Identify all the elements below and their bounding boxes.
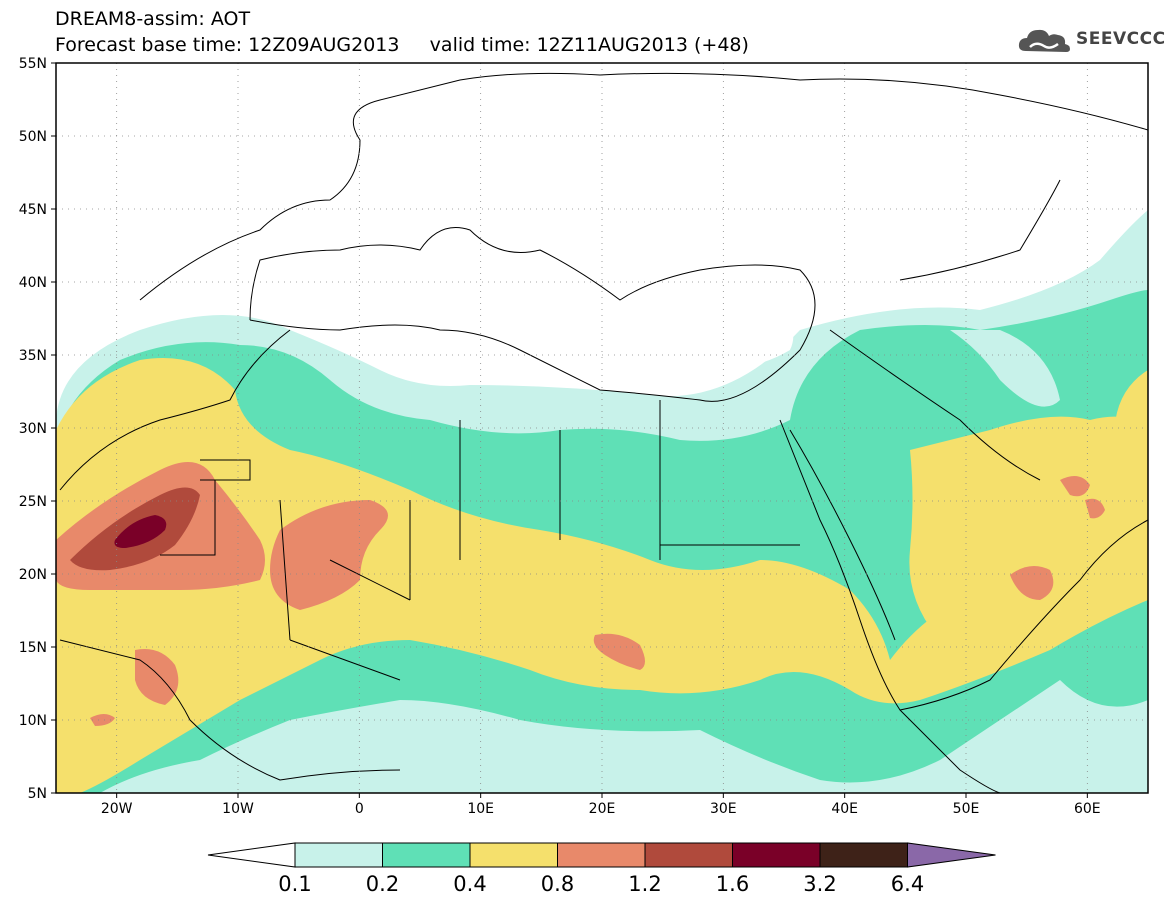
aot-0.8-region-coast <box>90 714 115 726</box>
colorbar-label: 0.1 <box>278 872 312 896</box>
colorbar-swatch <box>819 842 908 868</box>
colorbar-label: 1.6 <box>715 872 750 896</box>
aot-0.8-region-chad <box>593 633 645 670</box>
colorbar-swatch <box>557 842 646 868</box>
longitude-tick-label: 10E <box>467 801 494 817</box>
forecast-time-subtitle: Forecast base time: 12Z09AUG2013 valid t… <box>55 34 749 56</box>
aot-0.8-region-west <box>135 649 179 705</box>
aot-0.8-region-gulf <box>1060 476 1090 497</box>
aot-0.8-region-central <box>270 500 388 610</box>
colorbar-label: 6.4 <box>890 872 925 896</box>
aot-0.8-region-oman <box>1010 566 1054 600</box>
colorbar-max-extension <box>907 842 996 868</box>
colorbar-swatch <box>294 842 383 868</box>
aot-0.4-region-arabia <box>909 416 1148 640</box>
colorbar-min-extension <box>207 842 296 868</box>
colorbar-swatch <box>732 842 821 868</box>
colorbar-swatch <box>644 842 733 868</box>
latitude-tick-label: 40N <box>19 275 47 291</box>
longitude-tick-label: 20W <box>101 801 133 817</box>
longitude-tick-label: 60E <box>1074 801 1101 817</box>
latitude-tick-label: 50N <box>19 129 47 145</box>
colorbar-label: 0.8 <box>540 872 575 896</box>
latitude-tick-label: 45N <box>19 202 47 218</box>
colorbar-label: 3.2 <box>803 872 837 896</box>
latitude-tick-label: 5N <box>28 786 47 802</box>
graticule <box>56 63 1148 793</box>
longitude-tick-label: 0 <box>355 801 364 817</box>
longitude-tick-label: 10W <box>222 801 254 817</box>
longitude-tick-label: 40E <box>831 801 858 817</box>
aot-1.6-region <box>114 515 167 548</box>
latitude-labels: 5N 10N 15N 20N 25N 30N 35N 40N 45N 50N 55N <box>19 56 56 802</box>
logo-text: SEEVCCC <box>1076 29 1165 49</box>
longitude-tick-label: 30E <box>710 801 737 817</box>
seevccc-logo: SEEVCCC <box>1018 25 1165 55</box>
latitude-tick-label: 25N <box>19 494 47 510</box>
longitude-tick-label: 50E <box>953 801 980 817</box>
latitude-tick-label: 35N <box>19 348 47 364</box>
latitude-tick-label: 55N <box>19 56 47 72</box>
coastlines <box>59 72 1148 793</box>
latitude-tick-label: 30N <box>19 421 47 437</box>
cloud-icon <box>1018 29 1070 52</box>
map-title: DREAM8-assim: AOT <box>55 8 251 30</box>
aot-0.8-region-east <box>1085 498 1105 519</box>
colorbar-swatch <box>382 842 471 868</box>
colorbar-label: 1.2 <box>628 872 662 896</box>
latitude-tick-label: 10N <box>19 713 47 729</box>
aot-0.4-region <box>56 358 1148 793</box>
colorbar-label: 0.2 <box>365 872 400 896</box>
longitude-tick-label: 20E <box>589 801 616 817</box>
colorbar-swatch <box>469 842 558 868</box>
longitude-labels: 20W 10W 0 10E 20E 30E 40E 50E 60E <box>101 793 1101 817</box>
latitude-tick-label: 20N <box>19 567 47 583</box>
aot-clear-caspian <box>950 330 1060 407</box>
aot-clear-mediterranean <box>340 300 794 368</box>
latitude-tick-label: 15N <box>19 640 47 656</box>
colorbar-label: 0.4 <box>453 872 487 896</box>
